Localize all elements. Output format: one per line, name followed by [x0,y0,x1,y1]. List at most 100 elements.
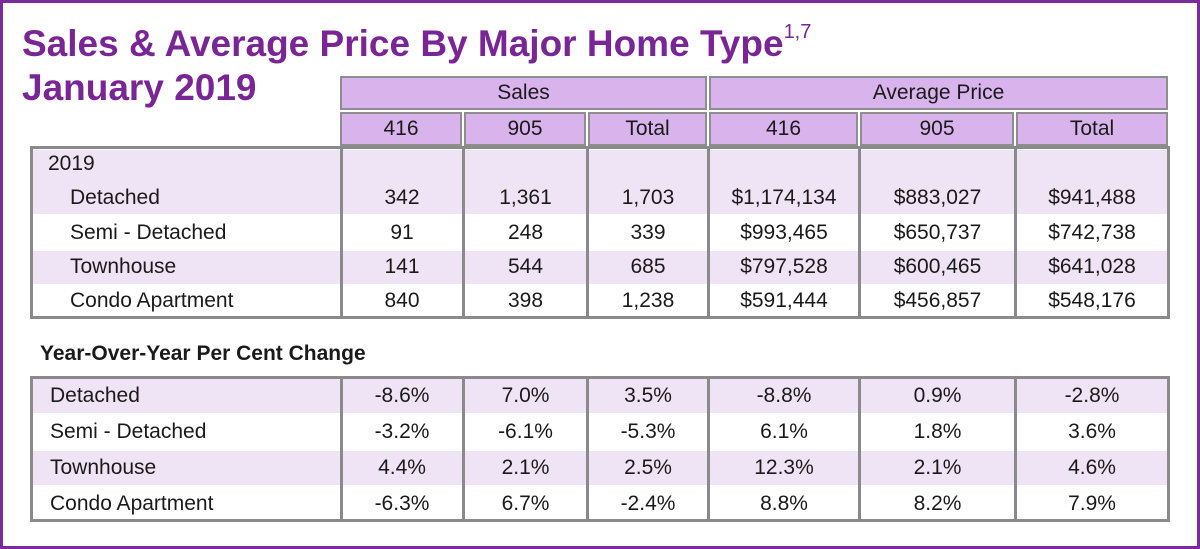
header-col-label: 905 [919,117,955,140]
year-text: 2019 [48,152,95,175]
cell-value: 1.8% [913,420,962,443]
row-band [32,379,1168,413]
title-subtitle: January 2019 [22,67,257,108]
row-band [32,251,1168,284]
col-divider [707,146,710,319]
cell-value: 3.5% [624,384,672,407]
header-group-average-price-label: Average Price [872,81,1005,104]
cell-value: -6.3% [374,492,430,515]
table-cell: $993,465 [710,217,858,249]
table-cell: $742,738 [1017,217,1167,249]
cell-value: 6.7% [501,492,550,515]
table-cell: -6.1% [465,416,586,448]
row-label: Semi - Detached [50,416,340,448]
cell-value: 544 [507,255,544,278]
cell-value: 0.9% [913,384,962,407]
col-divider [586,146,589,319]
cell-value: 91 [390,221,414,244]
table-cell: 4.4% [342,452,462,484]
header-col-416-sales: 416 [340,112,462,146]
table-cell: 12.3% [710,452,858,484]
cell-value: 2.5% [624,456,672,479]
table-cell: 1,238 [589,285,707,317]
cell-value: $591,444 [740,289,828,312]
table-cell: 840 [342,285,462,317]
table-cell: -3.2% [342,416,462,448]
row-label: Townhouse [70,251,340,283]
cell-value: 1,361 [499,186,552,209]
cell-value: 4.6% [1068,456,1116,479]
header-col-label: Total [1069,117,1115,140]
row-label-text: Semi - Detached [50,420,207,443]
row-label: Condo Apartment [70,285,340,317]
col-divider [1014,146,1017,319]
header-col-label: Total [625,117,670,140]
row-label-text: Condo Apartment [70,289,234,312]
cell-value: 248 [507,221,544,244]
row-band [32,451,1168,485]
row-label-text: Townhouse [70,255,177,278]
cell-value: -3.2% [374,420,430,443]
cell-value: -2.4% [620,492,676,515]
cell-value: 8.2% [913,492,962,515]
table-cell: 3.6% [1017,416,1167,448]
cell-value: 1,238 [621,289,675,312]
cell-value: 1,703 [621,186,675,209]
table-cell: 398 [465,285,586,317]
row-label: Detached [70,182,340,214]
cell-value: 2.1% [913,456,962,479]
table-cell: 342 [342,182,462,214]
cell-value: 7.0% [501,384,550,407]
cell-value: 8.8% [760,492,808,515]
cell-value: $650,737 [893,221,982,244]
table-cell: $941,488 [1017,182,1167,214]
table-cell: $600,465 [861,251,1014,283]
yoy-table [30,376,1170,522]
cell-value: $993,465 [740,221,828,244]
cell-value: 398 [507,289,544,312]
title-text: Sales & Average Price By Major Home Type [22,23,784,64]
table-cell: 2.1% [465,452,586,484]
cell-value: -8.6% [374,384,430,407]
header-col-416-price: 416 [709,112,858,146]
table-cell: 1,703 [589,182,707,214]
table-cell: -6.3% [342,488,462,520]
row-label-text: Semi - Detached [70,221,227,244]
cell-value: -5.3% [620,420,676,443]
row-label: Detached [50,380,340,412]
header-group-sales: Sales [340,76,707,110]
row-label-text: Townhouse [50,456,157,479]
col-divider [340,376,343,522]
table-cell: 3.5% [589,380,707,412]
header-col-label: 416 [765,117,802,140]
header-col-label: 416 [383,117,419,140]
row-label-text: Condo Apartment [50,492,214,515]
table-cell: 6.7% [465,488,586,520]
table-cell: -5.3% [589,416,707,448]
cell-value: 342 [384,186,420,209]
cell-value: $548,176 [1048,289,1136,312]
table-cell: 7.9% [1017,488,1167,520]
sales-table-body [30,146,1170,319]
cell-value: $641,028 [1048,255,1136,278]
table-cell: 248 [465,217,586,249]
cell-value: 685 [630,255,666,278]
cell-value: 141 [384,255,420,278]
cell-value: 12.3% [754,456,814,479]
table-cell: $456,857 [861,285,1014,317]
table-cell: -8.8% [710,380,858,412]
cell-value: 339 [630,221,666,244]
page-title: Sales & Average Price By Major Home Type… [22,10,811,110]
table-cell: -8.6% [342,380,462,412]
header-col-905-sales: 905 [464,112,586,146]
table-cell: $797,528 [710,251,858,283]
table-cell: 7.0% [465,380,586,412]
col-divider [707,376,710,522]
table-cell: 1,361 [465,182,586,214]
cell-value: $797,528 [740,255,828,278]
table-cell: 4.6% [1017,452,1167,484]
header-col-total-price: Total [1016,112,1168,146]
row-label: Townhouse [50,452,340,484]
cell-value: $941,488 [1048,186,1136,209]
